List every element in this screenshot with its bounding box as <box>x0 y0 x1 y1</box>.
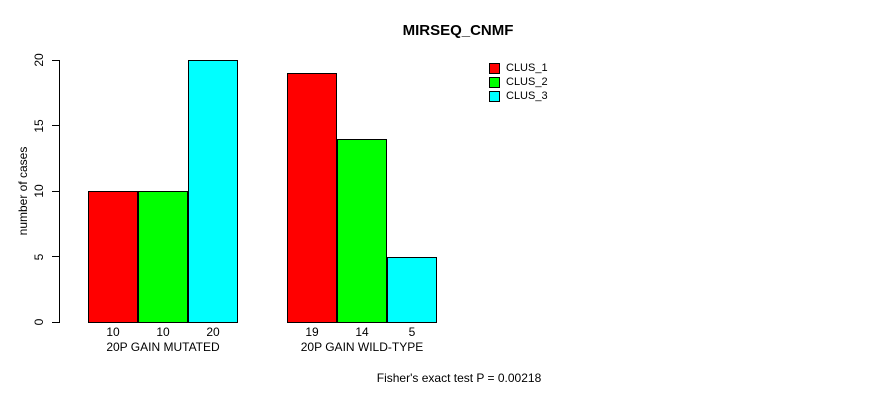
y-axis-label: number of cases <box>16 146 30 236</box>
legend-label-clus-3: CLUS_3 <box>506 90 548 102</box>
bar-clus-3-20p-gain-wild-type <box>387 256 437 323</box>
chart-title: MIRSEQ_CNMF <box>402 22 514 39</box>
bar-value-clus-3-20p-gain-mutated: 20 <box>206 325 220 339</box>
bar-value-clus-1-20p-gain-wild-type: 19 <box>305 325 319 339</box>
legend-swatch-clus-2 <box>489 76 500 88</box>
bar-value-clus-2-20p-gain-wild-type: 14 <box>355 325 369 339</box>
bar-clus-1-20p-gain-mutated <box>88 191 138 323</box>
y-tick-label-20: 20 <box>32 53 46 67</box>
y-tick-label-5: 5 <box>32 253 46 260</box>
group-label-20p-gain-mutated: 20P GAIN MUTATED <box>106 340 220 354</box>
legend-item-clus-2: CLUS_2 <box>489 75 548 89</box>
y-tick-mark-20 <box>52 59 59 61</box>
bar-value-clus-3-20p-gain-wild-type: 5 <box>408 325 416 339</box>
legend-swatch-clus-1 <box>489 62 500 74</box>
y-tick-mark-15 <box>52 125 59 126</box>
bar-clus-2-20p-gain-wild-type <box>337 138 387 323</box>
y-tick-label-10: 10 <box>32 184 46 198</box>
group-label-20p-gain-wild-type: 20P GAIN WILD-TYPE <box>300 340 424 354</box>
y-tick-label-15: 15 <box>32 118 46 133</box>
y-tick-mark-10 <box>52 190 59 192</box>
footer-note: Fisher's exact test P = 0.00218 <box>376 371 542 385</box>
bar-clus-2-20p-gain-mutated <box>138 191 188 323</box>
bar-clus-3-20p-gain-mutated <box>188 60 238 323</box>
legend-item-clus-1: CLUS_1 <box>489 61 548 75</box>
legend-swatch-clus-3 <box>489 90 500 102</box>
y-axis-line <box>59 60 60 323</box>
legend: CLUS_1 CLUS_2 CLUS_3 <box>489 61 548 103</box>
legend-label-clus-2: CLUS_2 <box>506 76 548 88</box>
legend-item-clus-3: CLUS_3 <box>489 89 548 103</box>
y-tick-mark-5 <box>52 256 59 257</box>
bar-value-clus-1-20p-gain-mutated: 10 <box>106 325 120 339</box>
legend-label-clus-1: CLUS_1 <box>506 62 548 74</box>
y-tick-label-0: 0 <box>32 318 46 326</box>
bar-value-clus-2-20p-gain-mutated: 10 <box>156 325 170 339</box>
y-tick-mark-0 <box>52 321 59 323</box>
bar-clus-1-20p-gain-wild-type <box>287 73 337 323</box>
